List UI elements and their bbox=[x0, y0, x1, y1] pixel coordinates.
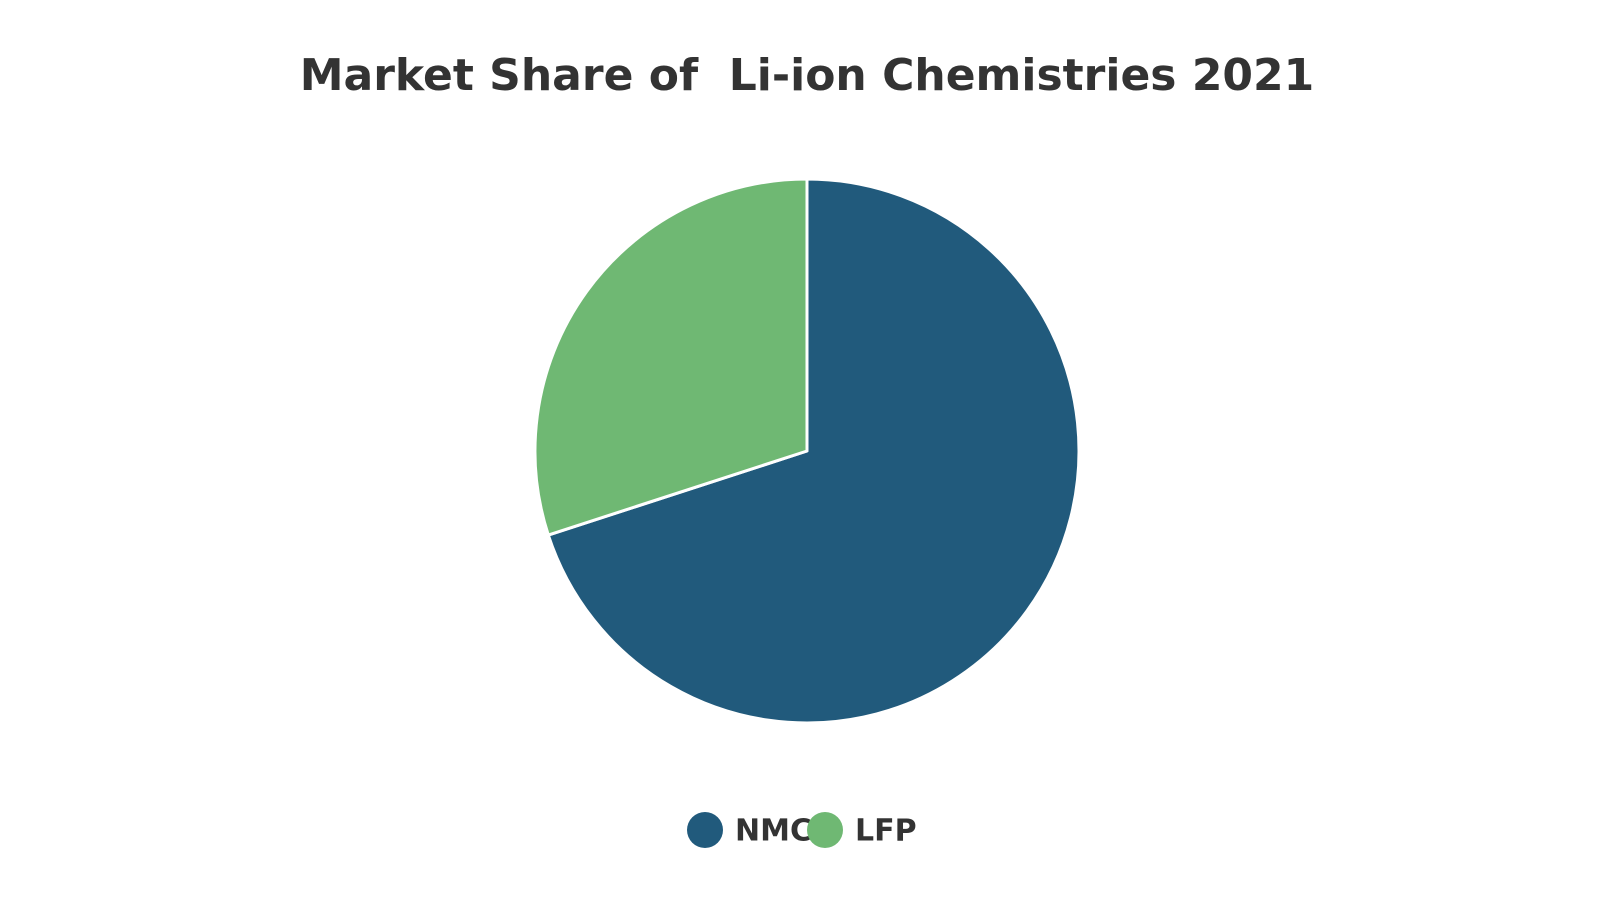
pie-slice bbox=[546, 177, 1081, 725]
pie-slice bbox=[533, 177, 809, 537]
legend-swatch bbox=[687, 812, 723, 848]
legend-label: NMC bbox=[735, 814, 812, 849]
chart-title: Market Share of Li-ion Chemistries 2021 bbox=[300, 50, 1315, 101]
legend-label: LFP bbox=[855, 814, 917, 849]
legend-swatch bbox=[807, 812, 843, 848]
